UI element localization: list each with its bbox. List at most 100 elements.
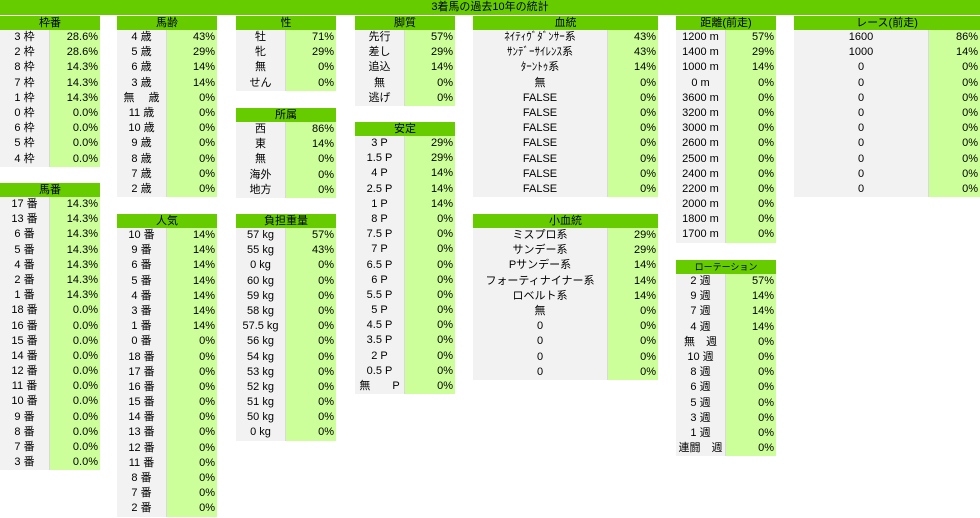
row-value: 29% (726, 45, 776, 61)
row-label: 8 番 (117, 471, 167, 487)
row-value: 14% (167, 75, 217, 91)
table-row: 3 P 29% (355, 136, 455, 152)
table-row: 55 kg 43% (236, 243, 336, 259)
row-value: 57% (726, 30, 776, 46)
row-label: 4 番 (0, 257, 50, 273)
row-value: 0% (405, 333, 455, 349)
row-label: 3 週 (676, 410, 726, 426)
row-value: 14% (726, 60, 776, 76)
row-value: 0% (726, 365, 776, 381)
row-value: 14% (405, 196, 455, 212)
table-row: 9 歳 0% (117, 136, 217, 152)
table-row: 2 歳 0% (117, 181, 217, 198)
row-value: 14% (167, 303, 217, 320)
row-label: 0 kg (236, 258, 286, 274)
row-label: 6 歳 (117, 60, 167, 76)
table-row: FALSE 0% (473, 151, 658, 167)
row-value: 14% (167, 273, 217, 289)
row-label: 1 番 (0, 288, 50, 304)
row-label: 2 枠 (0, 45, 50, 61)
row-value: 14.3% (50, 242, 100, 258)
table-row: 17 番 14.3% (0, 197, 100, 213)
row-value: 14.3% (50, 75, 100, 91)
row-label: 6.5 P (355, 257, 405, 273)
table-row: 1 番 14.3% (0, 288, 100, 304)
table-row: 0 kg 0% (236, 425, 336, 441)
row-label: 13 番 (117, 425, 167, 441)
row-value: 57% (726, 274, 776, 290)
row-label: 18 番 (0, 303, 50, 319)
row-value: 0% (167, 105, 217, 122)
row-label: 0 (794, 121, 929, 137)
row-label: 先行 (355, 30, 405, 46)
row-label: 7 歳 (117, 166, 167, 182)
table-row: 海外 0% (236, 167, 336, 183)
row-label: 2 歳 (117, 181, 167, 198)
table-row: 4 番 14.3% (0, 257, 100, 273)
table-row: 11 歳 0% (117, 105, 217, 122)
row-value: 14% (608, 258, 658, 274)
row-label: 1400 m (676, 45, 726, 61)
row-value: 0% (608, 121, 658, 137)
row-label: 13 番 (0, 212, 50, 228)
table-row: 2 週 57% (676, 274, 776, 290)
row-label: 17 番 (117, 364, 167, 380)
table-row: 6 番 14.3% (0, 227, 100, 243)
row-label: 2400 m (676, 166, 726, 182)
table-row: 1 番 14% (117, 319, 217, 335)
table-row: 14 番 0.0% (0, 348, 100, 365)
table-row: 10 週 0% (676, 349, 776, 366)
row-value: 0% (726, 181, 776, 198)
table-sei: 性牡 71% 牝 29% 無 0% せん 0% (236, 16, 336, 91)
row-value: 0% (167, 379, 217, 396)
row-label: 7.5 P (355, 227, 405, 243)
table-row: 3600 m 0% (676, 90, 776, 106)
table-row: 0 0% (473, 364, 658, 380)
row-label: 52 kg (236, 379, 286, 396)
row-label: 2500 m (676, 151, 726, 167)
table-row: 0 0% (794, 136, 980, 152)
table-row: 2 枠 28.6% (0, 45, 100, 61)
row-label: 14 番 (117, 410, 167, 426)
table-row: 58 kg 0% (236, 303, 336, 320)
row-value: 0.0% (50, 151, 100, 167)
table-row: 差し 29% (355, 45, 455, 61)
row-label: 4 歳 (117, 30, 167, 46)
table-row: 3 歳 14% (117, 75, 217, 91)
table-barei: 馬齢 4 歳 43% 5 歳 29% 6 歳 14% 3 歳 14% 無 歳 0% 11 歳 0% 10 … (117, 16, 217, 198)
table-row: 無 0% (473, 75, 658, 91)
row-value: 14.3% (50, 60, 100, 76)
table-row: 無 0% (355, 75, 455, 91)
table-row: 3200 m 0% (676, 105, 776, 122)
table-row: 0 0% (794, 151, 980, 167)
table-header: 脚質 (355, 16, 455, 30)
table-row: 無 P 0% (355, 379, 455, 395)
table-header: 距離(前走) (676, 16, 776, 30)
row-label: 11 番 (117, 455, 167, 471)
table-futan: 負担重量 57 kg 57% 55 kg 43% 0 kg 0% 60 kg 0% 59 kg 0%… (236, 214, 336, 441)
table-row: せん 0% (236, 75, 336, 91)
row-value: 14.3% (50, 90, 100, 106)
table-row: 1600 86% (794, 30, 980, 46)
table-row: 2 番 14.3% (0, 272, 100, 289)
table-row: 0 0% (794, 75, 980, 91)
row-label: 3 番 (0, 455, 50, 471)
row-label: 8 P (355, 211, 405, 228)
row-label: 15 番 (117, 395, 167, 411)
table-row: FALSE 0% (473, 181, 658, 198)
row-value: 0% (405, 211, 455, 228)
row-value: 0% (286, 410, 336, 426)
row-label: 9 週 (676, 289, 726, 305)
table-row: Pサンデー系 14% (473, 258, 658, 274)
table-row: 53 kg 0% (236, 364, 336, 380)
table-row: 16 番 0.0% (0, 318, 100, 334)
row-value: 0.0% (50, 379, 100, 395)
table-row: 1700 m 0% (676, 227, 776, 243)
table-row: 3000 m 0% (676, 121, 776, 137)
row-label: 53 kg (236, 364, 286, 380)
table-row: 11 番 0% (117, 455, 217, 471)
row-label: 9 番 (117, 243, 167, 259)
row-value: 14% (726, 304, 776, 320)
table-rotation: ローテーション 2 週 57% 9 週 14% 7 週 14% 4 週 14% 無 週 0% 10 週… (676, 260, 776, 457)
